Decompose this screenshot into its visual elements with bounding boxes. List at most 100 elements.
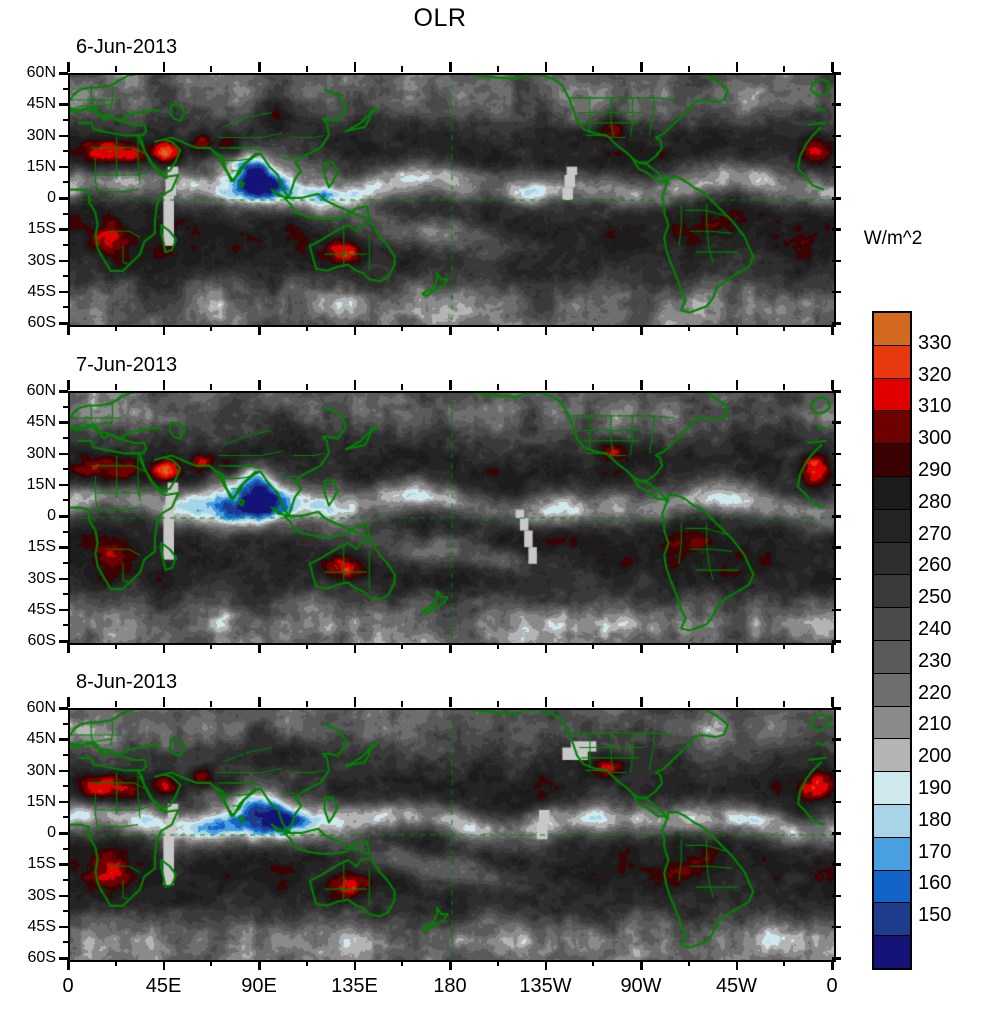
y-tick-minor xyxy=(63,212,68,215)
colorbar-swatch xyxy=(874,475,910,509)
x-tick-major-top xyxy=(162,62,165,72)
longitude-tick-label: 45W xyxy=(715,975,758,997)
x-tick-major xyxy=(67,325,70,335)
y-tick-major xyxy=(59,452,68,455)
colorbar-units-label: W/m^2 xyxy=(863,228,923,249)
x-tick-major-top xyxy=(67,697,70,707)
x-tick-major-top xyxy=(544,697,547,707)
x-tick-minor-top xyxy=(592,701,595,707)
y-tick-major-right xyxy=(832,515,841,518)
map-panel-2 xyxy=(68,391,836,645)
x-tick-minor xyxy=(687,325,690,331)
x-tick-major xyxy=(67,643,70,653)
colorbar-swatch xyxy=(874,607,910,640)
y-tick-minor xyxy=(63,499,68,502)
y-tick-major xyxy=(59,322,68,325)
x-tick-minor xyxy=(592,643,595,649)
x-tick-minor xyxy=(305,325,308,331)
x-tick-minor xyxy=(210,960,213,966)
x-tick-major xyxy=(258,960,261,970)
y-tick-minor xyxy=(63,243,68,246)
y-tick-major xyxy=(59,228,68,231)
x-tick-minor xyxy=(496,325,499,331)
y-tick-major-right xyxy=(832,322,841,325)
x-tick-major xyxy=(162,325,165,335)
colorbar-tick-label: 280 xyxy=(918,490,952,513)
colorbar-swatch xyxy=(874,672,910,706)
x-tick-major xyxy=(162,960,165,970)
colorbar-tick-label: 180 xyxy=(918,808,952,831)
x-tick-major-top xyxy=(162,380,165,390)
x-tick-minor-top xyxy=(401,701,404,707)
longitude-tick-label: 180 xyxy=(433,975,467,997)
y-tick-major xyxy=(59,800,68,804)
x-tick-minor-top xyxy=(114,384,117,390)
x-tick-minor-top xyxy=(496,66,499,72)
x-tick-minor-top xyxy=(687,66,690,72)
longitude-tick-label: 45E xyxy=(145,975,182,997)
y-tick-minor xyxy=(63,785,68,788)
y-tick-major-right xyxy=(832,832,841,835)
latitude-tick-label: 45S xyxy=(27,282,56,300)
x-tick-major xyxy=(831,643,834,653)
y-tick-minor xyxy=(63,118,68,121)
x-tick-minor-top xyxy=(687,701,690,707)
x-tick-minor xyxy=(210,643,213,649)
x-tick-minor xyxy=(305,643,308,649)
x-tick-major xyxy=(640,325,643,335)
latitude-tick-label: 15N xyxy=(26,792,56,810)
colorbar xyxy=(872,311,912,970)
y-tick-major xyxy=(59,925,68,929)
latitude-tick-label: 60S xyxy=(27,632,56,649)
colorbar-tick-label: 300 xyxy=(918,427,952,450)
y-tick-minor xyxy=(63,181,68,184)
x-tick-major xyxy=(449,325,452,335)
y-tick-major-right xyxy=(832,103,841,106)
x-tick-minor xyxy=(496,643,499,649)
y-tick-major-right xyxy=(832,483,841,487)
colorbar-swatch xyxy=(874,313,910,345)
y-tick-minor xyxy=(63,847,68,850)
x-tick-major xyxy=(544,643,547,653)
x-tick-major xyxy=(258,325,261,335)
colorbar-tick-label: 260 xyxy=(918,554,952,577)
y-tick-major-right xyxy=(832,290,841,294)
latitude-tick-label: 30S xyxy=(27,569,56,587)
x-tick-major-top xyxy=(258,62,261,72)
y-tick-minor xyxy=(63,722,68,725)
x-tick-minor-top xyxy=(592,384,595,390)
y-tick-major-right xyxy=(832,800,841,804)
latitude-tick-label: 60S xyxy=(27,949,56,966)
latitude-tick-label: 0 xyxy=(47,189,56,206)
y-tick-minor xyxy=(63,593,68,596)
latitude-tick-label: 15N xyxy=(26,157,56,175)
x-tick-major xyxy=(735,960,738,970)
x-tick-minor xyxy=(783,643,786,649)
x-tick-minor-top xyxy=(401,66,404,72)
longitude-tick-label: 90W xyxy=(620,975,662,997)
x-tick-major xyxy=(831,325,834,335)
y-tick-major-right xyxy=(832,769,841,772)
y-tick-major xyxy=(59,483,68,487)
x-tick-major xyxy=(640,643,643,653)
y-tick-major-right xyxy=(832,863,841,866)
map-canvas-2 xyxy=(70,393,834,643)
x-tick-major-top xyxy=(735,697,738,707)
latitude-tick-label: 30N xyxy=(26,761,56,779)
y-tick-major-right xyxy=(832,608,841,612)
y-tick-major xyxy=(59,515,68,518)
colorbar-tick-label: 330 xyxy=(918,331,952,354)
panel-label-3: 8-Jun-2013 xyxy=(76,671,178,693)
x-tick-minor-top xyxy=(687,384,690,390)
x-tick-minor xyxy=(687,643,690,649)
x-tick-major xyxy=(449,643,452,653)
y-tick-major-right xyxy=(832,640,841,643)
y-tick-major-right xyxy=(832,738,841,741)
x-tick-minor xyxy=(210,325,213,331)
colorbar-swatch xyxy=(874,574,910,608)
latitude-tick-label: 45N xyxy=(26,730,56,748)
x-tick-major-top xyxy=(258,697,261,707)
latitude-tick-label: 45N xyxy=(26,413,56,431)
latitude-tick-label: 60S xyxy=(27,314,56,331)
x-tick-minor xyxy=(114,643,117,649)
